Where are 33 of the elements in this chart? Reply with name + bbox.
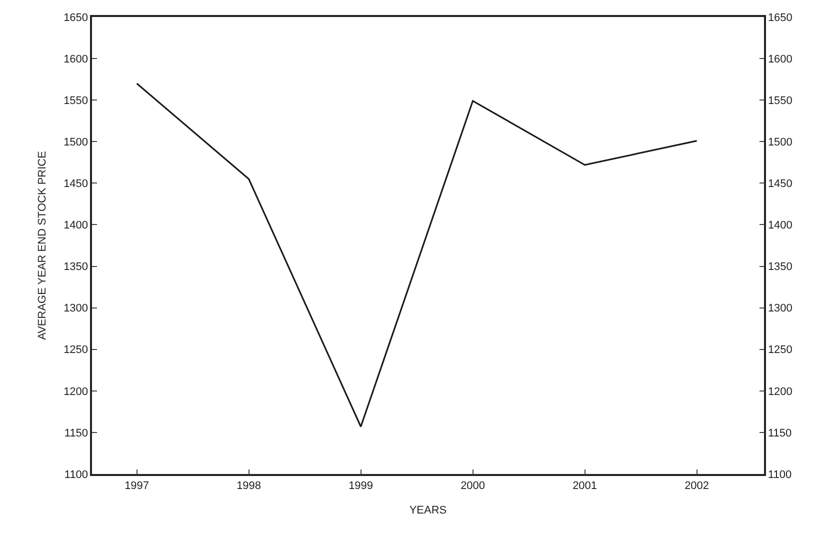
y-tick-label: 1200 — [64, 386, 88, 398]
y-tick-label: 1600 — [64, 53, 88, 66]
y-tick-label: 1350 — [64, 261, 88, 274]
y2-tick-label: 1550 — [768, 94, 792, 107]
x-tick-label: 2002 — [684, 480, 710, 492]
y-tick-label: 1500 — [64, 136, 88, 148]
line-series — [136, 82, 698, 428]
y-axis-title: AVERAGE YEAR END STOCK PRICE — [36, 151, 49, 340]
y2-tick-label: 1400 — [768, 220, 792, 232]
y2-tick-label: 1650 — [768, 12, 792, 24]
y-tick-label: 1450 — [64, 178, 88, 190]
y2-tick-label: 1450 — [768, 178, 792, 190]
y-tick-label: 1300 — [64, 302, 88, 315]
y2-tick-label: 1500 — [768, 136, 792, 148]
x-tick-label: 1997 — [124, 480, 150, 492]
y-tick-label: 1650 — [64, 12, 88, 24]
y2-tick-label: 1350 — [768, 261, 792, 274]
x-axis-title: YEARS — [409, 504, 447, 517]
y-tick-label: 1550 — [64, 94, 88, 107]
y2-tick-label: 1250 — [768, 344, 792, 356]
x-tick-label: 1998 — [236, 480, 262, 492]
y2-tick-label: 1150 — [768, 427, 792, 440]
y2-tick-label: 1600 — [768, 53, 792, 66]
y-tick-label: 1100 — [64, 468, 88, 481]
x-tick-label: 2000 — [460, 480, 486, 492]
y-tick-label: 1400 — [64, 220, 88, 232]
y2-tick-label: 1200 — [768, 386, 792, 398]
y2-tick-label: 1100 — [768, 468, 792, 481]
y2-tick-label: 1300 — [768, 302, 792, 315]
x-tick-label: 2001 — [572, 480, 598, 492]
y-tick-label: 1150 — [64, 427, 88, 440]
x-tick-label: 1999 — [348, 480, 374, 492]
y-tick-label: 1250 — [64, 344, 88, 356]
